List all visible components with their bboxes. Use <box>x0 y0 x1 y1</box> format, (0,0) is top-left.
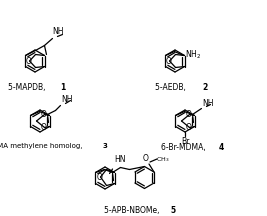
Text: 6-Br-MDMA,: 6-Br-MDMA, <box>162 143 209 152</box>
Text: O: O <box>97 173 103 181</box>
Text: 3: 3 <box>103 143 107 149</box>
Text: O: O <box>41 123 46 132</box>
Text: MDMA methylene homolog,: MDMA methylene homolog, <box>0 143 84 149</box>
Text: NH: NH <box>202 98 214 108</box>
Text: O: O <box>186 123 191 132</box>
Text: O: O <box>26 57 32 65</box>
Text: O: O <box>143 154 149 163</box>
Text: 5-APB-NBOMe,: 5-APB-NBOMe, <box>104 206 162 215</box>
Text: 5-MAPDB,: 5-MAPDB, <box>8 83 48 92</box>
Text: 1: 1 <box>60 83 66 92</box>
Text: 2: 2 <box>202 83 208 92</box>
Text: CH$_3$: CH$_3$ <box>156 156 170 164</box>
Text: Br: Br <box>181 137 189 146</box>
Text: O: O <box>41 110 46 119</box>
Text: NH$_2$: NH$_2$ <box>186 48 202 61</box>
Text: HN: HN <box>115 156 126 165</box>
Text: 4: 4 <box>218 143 224 152</box>
Text: NH: NH <box>53 27 64 37</box>
Text: 5: 5 <box>170 206 176 215</box>
Text: NH: NH <box>61 95 73 105</box>
Text: 5-AEDB,: 5-AEDB, <box>155 83 189 92</box>
Text: O: O <box>166 57 171 65</box>
Text: O: O <box>186 110 191 119</box>
